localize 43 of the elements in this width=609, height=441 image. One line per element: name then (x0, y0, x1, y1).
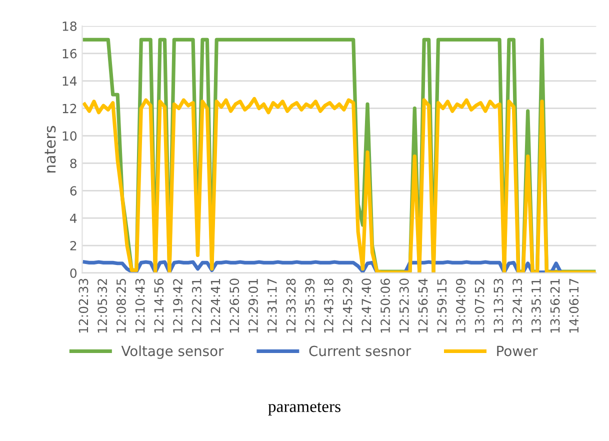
x-tick-label: 12:47:40 (362, 278, 372, 333)
y-tick-label: 12 (62, 104, 76, 114)
x-tick-label: 12:29:01 (248, 278, 258, 333)
y-axis-title: naters (44, 126, 56, 172)
x-tick-label: 12:26:50 (230, 278, 240, 333)
y-tick-label: 10 (62, 131, 77, 141)
y-tick-label: 4 (70, 214, 77, 223)
y-tick-label: 18 (62, 21, 76, 31)
x-tick-label: 13:13:53 (494, 278, 504, 333)
x-tick-label: 12:31:17 (267, 278, 277, 333)
x-tick-label: 12:08:25 (116, 278, 126, 333)
x-tick-label: 12:22:31 (192, 278, 202, 333)
legend-label: Voltage sensor (121, 345, 224, 359)
y-tick-label: 16 (62, 48, 77, 58)
x-tick-label: 12:02:33 (78, 278, 88, 333)
x-tick-label: 13:07:52 (474, 279, 484, 333)
legend-label: Current sesnor (309, 346, 412, 356)
x-tick-label: 12:24:41 (210, 278, 220, 333)
x-tick-label: 12:45:29 (342, 278, 352, 333)
x-tick-label: 13:56:21 (550, 278, 560, 333)
x-tick-label: 12:56:54 (418, 278, 428, 333)
y-tick-label: 6 (70, 186, 77, 196)
x-tick-label: 13:35:11 (531, 278, 541, 333)
x-tick-label: 12:52:30 (399, 278, 409, 333)
x-tick-label: 12:35:39 (305, 278, 315, 333)
x-tick-label: 13:04:09 (456, 278, 466, 333)
y-tick-label: 0 (70, 268, 77, 278)
x-tick-label: 13:24:13 (512, 278, 522, 333)
line-series (82, 96, 596, 273)
x-tick-label: 12:33:28 (286, 278, 296, 333)
y-tick-label: 2 (70, 241, 76, 250)
x-tick-label: 12:59:15 (437, 278, 447, 333)
x-tick-label: 12:10:43 (135, 278, 145, 333)
x-tick-label: 12:19:42 (173, 279, 183, 333)
x-tick-label: 12:50:06 (380, 278, 390, 333)
y-tick-label: 14 (62, 76, 77, 86)
x-tick-label: 14:06:17 (569, 278, 579, 333)
y-tick-label: 8 (70, 158, 76, 168)
legend-label: Power (497, 346, 538, 356)
x-tick-label: 12:05:32 (98, 279, 108, 333)
text: parameters (268, 402, 340, 416)
x-tick-label: 12:43:18 (324, 278, 334, 333)
x-tick-label: 12:14:56 (154, 278, 164, 333)
